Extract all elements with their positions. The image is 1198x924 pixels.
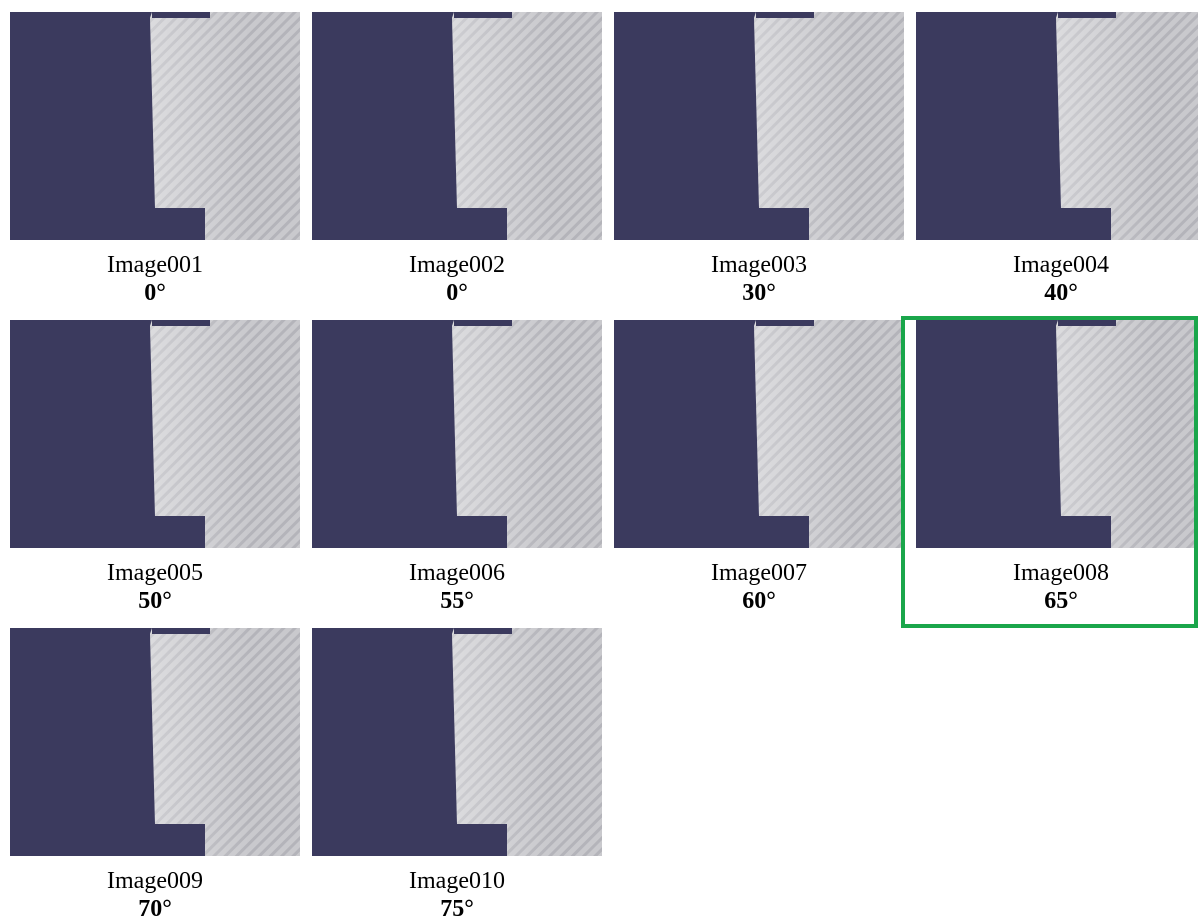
photo	[10, 628, 300, 856]
image-angle: 40°	[1044, 280, 1078, 306]
image-name: Image002	[409, 252, 505, 278]
photo	[916, 320, 1198, 548]
image-angle: 75°	[440, 896, 474, 922]
fabric-glow	[150, 12, 250, 240]
photo	[312, 12, 602, 240]
fabric-glow	[452, 628, 552, 856]
top-strip	[1058, 320, 1116, 326]
top-strip	[756, 320, 814, 326]
cells: Image0010°Image0020°Image00330°Image0044…	[10, 12, 1198, 922]
photo	[312, 320, 602, 548]
top-strip	[152, 320, 210, 326]
fabric-glow	[150, 320, 250, 548]
photo	[312, 628, 602, 856]
image-name: Image006	[409, 560, 505, 586]
top-strip	[756, 12, 814, 18]
image-name: Image003	[711, 252, 807, 278]
top-strip	[152, 12, 210, 18]
top-strip	[454, 12, 512, 18]
photo	[10, 12, 300, 240]
image-angle: 30°	[742, 280, 776, 306]
photo	[916, 12, 1198, 240]
image-name: Image001	[107, 252, 203, 278]
image-name: Image010	[409, 868, 505, 894]
photo	[10, 320, 300, 548]
top-strip	[454, 628, 512, 634]
fabric-glow	[754, 12, 854, 240]
top-strip	[152, 628, 210, 634]
figure-grid: Image0010°Image0020°Image00330°Image0044…	[0, 0, 1198, 924]
image-angle: 0°	[144, 280, 166, 306]
fabric-glow	[754, 320, 854, 548]
top-strip	[1058, 12, 1116, 18]
photo	[614, 320, 904, 548]
image-name: Image004	[1013, 252, 1109, 278]
photo	[614, 12, 904, 240]
fabric-glow	[1056, 12, 1156, 240]
fabric-glow	[1056, 320, 1156, 548]
fabric-glow	[452, 12, 552, 240]
fabric-glow	[150, 628, 250, 856]
fabric-glow	[452, 320, 552, 548]
image-angle: 50°	[138, 588, 172, 614]
image-name: Image005	[107, 560, 203, 586]
image-angle: 60°	[742, 588, 776, 614]
image-name: Image009	[107, 868, 203, 894]
image-angle: 70°	[138, 896, 172, 922]
image-angle: 0°	[446, 280, 468, 306]
top-strip	[454, 320, 512, 326]
image-angle: 55°	[440, 588, 474, 614]
image-name: Image007	[711, 560, 807, 586]
image-name: Image008	[1013, 560, 1109, 586]
image-angle: 65°	[1044, 588, 1078, 614]
